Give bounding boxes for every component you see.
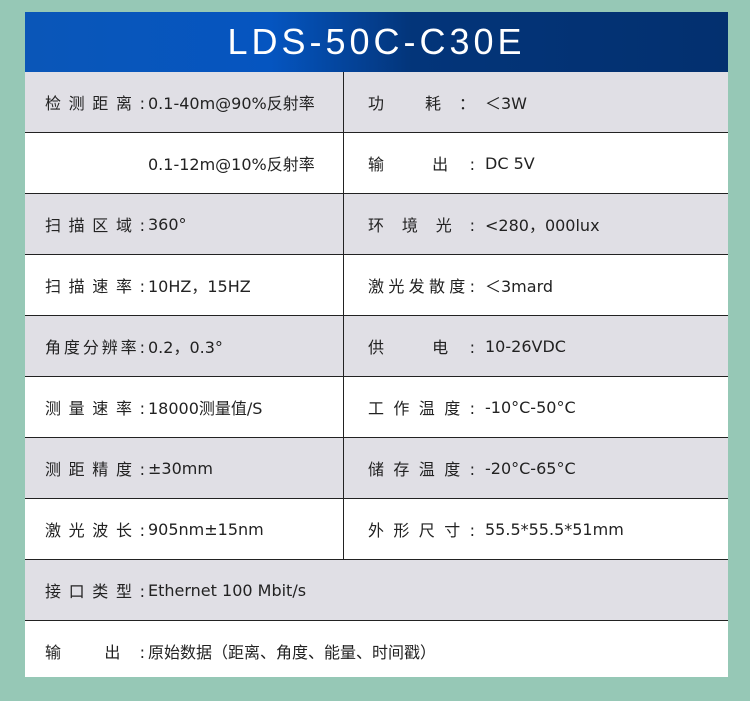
spec-cell-left: 扫描速率: 10HZ，15HZ	[25, 255, 344, 315]
spec-row: 扫描速率: 10HZ，15HZ 激光发散度: ＜3mard	[25, 254, 728, 315]
spec-value: -20°C-65°C	[485, 458, 576, 478]
spec-cell-left: 激光波长: 905nm±15nm	[25, 499, 344, 559]
spec-cell-right: 输 出: DC 5V	[344, 133, 535, 193]
spec-row: 激光波长: 905nm±15nm 外形尺寸: 55.5*55.5*51mm	[25, 498, 728, 559]
spec-value: ＜3mard	[485, 277, 554, 296]
spec-label: 供 电:	[368, 338, 475, 357]
spec-value: 0.1-12m@10%反射率	[148, 155, 315, 174]
spec-cell-left: 角度分辨率: 0.2，0.3°	[25, 316, 344, 376]
spec-value: 905nm±15nm	[148, 519, 264, 539]
spec-value: 10-26VDC	[485, 336, 566, 356]
spec-label: 测量速率:	[45, 399, 145, 418]
spec-row: 扫描区域: 360° 环 境 光 : <280，000lux	[25, 193, 728, 254]
spec-label: 扫描区域:	[45, 216, 145, 235]
spec-label: 外形尺寸:	[368, 521, 475, 540]
spec-row-full: 输 出: 原始数据（距离、角度、能量、时间戳）	[25, 620, 728, 681]
spec-cell-left: 检测距离: 0.1-40m@90%反射率	[25, 72, 344, 132]
spec-value: 0.1-40m@90%反射率	[148, 94, 315, 113]
spec-label: 角度分辨率:	[45, 338, 145, 357]
spec-cell-right: 工作温度: -10°C-50°C	[344, 377, 576, 437]
spec-card: LDS-50C-C30E 检测距离: 0.1-40m@90%反射率 功 耗： ＜3W 0…	[25, 12, 728, 677]
spec-value: 55.5*55.5*51mm	[485, 519, 624, 539]
spec-label: 检测距离:	[45, 94, 145, 113]
spec-value: DC 5V	[485, 153, 535, 173]
spec-value: 10HZ，15HZ	[148, 277, 251, 296]
spec-label: 工作温度:	[368, 399, 475, 418]
spec-label: 环 境 光 :	[368, 216, 475, 235]
spec-row: 检测距离: 0.1-40m@90%反射率 功 耗： ＜3W	[25, 72, 728, 132]
spec-label: 接口类型:	[45, 582, 145, 601]
spec-value: 18000测量值/S	[148, 399, 263, 418]
spec-label: 储存温度:	[368, 460, 475, 479]
spec-label: 输 出:	[368, 155, 475, 174]
product-title: LDS-50C-C30E	[25, 12, 728, 72]
spec-cell-right: 外形尺寸: 55.5*55.5*51mm	[344, 499, 624, 559]
spec-row: 0.1-12m@10%反射率 输 出: DC 5V	[25, 132, 728, 193]
spec-row: 测距精度: ±30mm 储存温度: -20°C-65°C	[25, 437, 728, 498]
spec-cell-left: 测量速率: 18000测量值/S	[25, 377, 344, 437]
spec-value: <280，000lux	[485, 216, 600, 235]
spec-cell: 输 出: 原始数据（距离、角度、能量、时间戳）	[25, 621, 436, 681]
spec-cell-right: 激光发散度: ＜3mard	[344, 255, 553, 315]
spec-row-full: 接口类型: Ethernet 100 Mbit/s	[25, 559, 728, 620]
spec-value: ＜3W	[485, 94, 528, 113]
spec-value: -10°C-50°C	[485, 397, 576, 417]
spec-cell-left: 扫描区域: 360°	[25, 194, 344, 254]
spec-cell-left: 测距精度: ±30mm	[25, 438, 344, 498]
spec-cell-right: 环 境 光 : <280，000lux	[344, 194, 600, 254]
spec-label: 激光发散度:	[368, 277, 475, 296]
spec-label: 输 出:	[45, 643, 145, 662]
spec-label: 测距精度:	[45, 460, 145, 479]
spec-label: 扫描速率:	[45, 277, 145, 296]
spec-cell-left: 0.1-12m@10%反射率	[25, 133, 344, 193]
spec-row: 角度分辨率: 0.2，0.3° 供 电: 10-26VDC	[25, 315, 728, 376]
spec-cell: 接口类型: Ethernet 100 Mbit/s	[25, 560, 306, 620]
spec-value: 原始数据（距离、角度、能量、时间戳）	[148, 643, 437, 662]
spec-cell-right: 储存温度: -20°C-65°C	[344, 438, 576, 498]
spec-label: 激光波长:	[45, 521, 145, 540]
spec-value: 360°	[148, 214, 187, 234]
spec-cell-right: 功 耗： ＜3W	[344, 72, 527, 132]
spec-value: Ethernet 100 Mbit/s	[148, 580, 307, 600]
spec-row: 测量速率: 18000测量值/S 工作温度: -10°C-50°C	[25, 376, 728, 437]
spec-label: 功 耗：	[368, 94, 475, 113]
spec-value: ±30mm	[148, 458, 213, 478]
spec-value: 0.2，0.3°	[148, 338, 223, 357]
spec-cell-right: 供 电: 10-26VDC	[344, 316, 566, 376]
